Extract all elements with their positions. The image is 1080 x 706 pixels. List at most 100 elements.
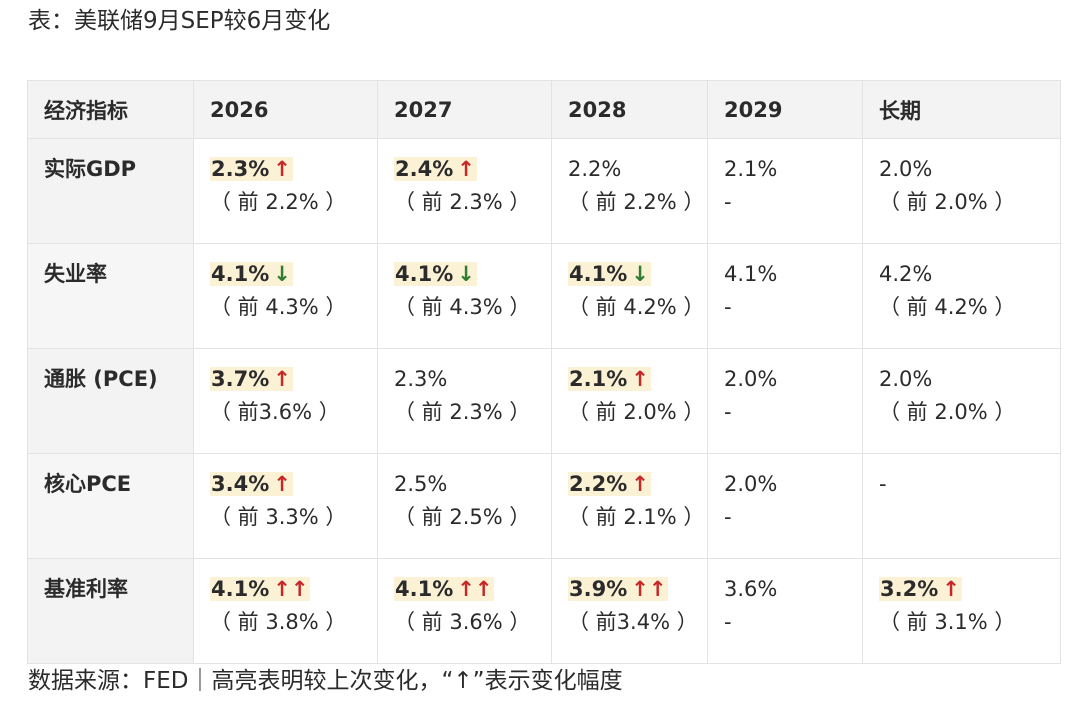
table-cell: 2.3% （ 前 2.3% ） [377,348,552,454]
previous-value: （ 前 3.3% ） [210,505,347,529]
table-cell: 4.1% ↑↑ （ 前 3.8% ） [193,558,378,664]
value: 4.1% [724,262,777,286]
value: - [879,472,887,496]
current-value-line: 3.4% ↑ [210,468,377,501]
cell-value: 3.6% [724,577,778,601]
current-value-line: 3.6% [724,573,862,606]
current-value-line: 4.1% ↓ [394,258,551,291]
value: 4.2% [879,262,932,286]
previous-value: （ 前 3.1% ） [879,610,1016,634]
cell-value: 4.1% [569,262,628,286]
source-note: 数据来源：FED｜高亮表明较上次变化，“↑”表示变化幅度 [28,668,623,694]
cell-value: 3.4% [211,472,270,496]
arrow-down-icon: ↓ [631,262,649,286]
current-value-line: 2.2% [568,153,707,186]
table-row: 核心PCE 3.4% ↑ （ 前 3.3% ） 2.5% （ 前 2.5% ） 2.2% ↑ （… [27,453,1061,559]
previous-value: - [724,400,732,424]
table-cell: 4.1% ↑↑ （ 前 3.6% ） [377,558,552,664]
table-cell: 2.0% （ 前 2.0% ） [862,138,1061,244]
table-cell: 4.1% - [707,243,863,349]
table-cell: 3.6% - [707,558,863,664]
value: 2.2% [568,157,621,181]
cell-value: 4.1% [211,577,270,601]
value: 2.1% [724,157,777,181]
table-cell: 3.2% ↑ （ 前 3.1% ） [862,558,1061,664]
previous-value: - [724,295,732,319]
value: 2.0% [724,472,777,496]
arrow-up-icon: ↑ [273,472,291,496]
table-cell: 2.4% ↑ （ 前 2.3% ） [377,138,552,244]
table-cell: 3.4% ↑ （ 前 3.3% ） [193,453,378,559]
current-value-line: 2.0% [879,153,1060,186]
table-row: 基准利率 4.1% ↑↑ （ 前 3.8% ） 4.1% ↑↑ （ 前 3.6% ） 3.9%… [27,558,1061,664]
highlighted-value: 3.9% ↑↑ [568,577,669,601]
current-value-line: 2.2% ↑ [568,468,707,501]
highlighted-value: 4.1% ↑↑ [210,577,311,601]
current-value-line: 4.1% ↑↑ [394,573,551,606]
cell-value: 2.0% [724,367,778,391]
value: 2.5% [394,472,447,496]
current-value-line: 2.1% [724,153,862,186]
arrow-up-icon: ↑↑ [631,577,667,601]
row-label: 通胀 (PCE) [27,348,194,454]
value: 2.0% [879,157,932,181]
header-indicator: 经济指标 [27,80,194,139]
value: 3.6% [724,577,777,601]
row-label: 核心PCE [27,453,194,559]
current-value-line: 3.7% ↑ [210,363,377,396]
current-value-line: 4.1% [724,258,862,291]
highlighted-value: 3.2% ↑ [879,577,962,601]
highlighted-value: 3.7% ↑ [210,367,293,391]
current-value-line: 3.2% ↑ [879,573,1060,606]
previous-value: - [724,190,732,214]
highlighted-value: 4.1% ↓ [210,262,293,286]
arrow-up-icon: ↑ [457,157,475,181]
row-label: 基准利率 [27,558,194,664]
current-value-line: - [879,468,1060,501]
table-cell: - [862,453,1061,559]
cell-value: - [879,472,887,496]
sep-comparison-table: 经济指标 2026 2027 2028 2029 长期 实际GDP 2.3% ↑ （ … [27,80,1061,664]
current-value-line: 2.0% [879,363,1060,396]
arrow-up-icon: ↑ [273,367,291,391]
table-body: 实际GDP 2.3% ↑ （ 前 2.2% ） 2.4% ↑ （ 前 2.3% ） 2.2% （… [27,138,1061,664]
arrow-up-icon: ↑↑ [457,577,493,601]
cell-value: 2.2% [568,157,622,181]
arrow-up-icon: ↑↑ [273,577,309,601]
cell-value: 4.1% [395,577,454,601]
header-2026: 2026 [193,80,378,139]
header-long-term: 长期 [862,80,1061,139]
cell-value: 2.0% [724,472,778,496]
highlighted-value: 4.1% ↓ [394,262,477,286]
highlighted-value: 4.1% ↑↑ [394,577,495,601]
previous-value: （ 前 4.2% ） [879,295,1016,319]
arrow-down-icon: ↓ [273,262,291,286]
previous-value: （ 前 2.2% ） [210,190,347,214]
cell-value: 2.1% [569,367,628,391]
table-cell: 4.1% ↓ （ 前 4.3% ） [377,243,552,349]
table-cell: 4.1% ↓ （ 前 4.2% ） [551,243,708,349]
previous-value: （ 前3.6% ） [210,400,340,424]
current-value-line: 4.2% [879,258,1060,291]
previous-value: （ 前 2.5% ） [394,505,531,529]
current-value-line: 4.1% ↓ [568,258,707,291]
value: 2.3% [394,367,447,391]
cell-value: 2.3% [211,157,270,181]
table-row: 失业率 4.1% ↓ （ 前 4.3% ） 4.1% ↓ （ 前 4.3% ） 4.1% ↓ （ … [27,243,1061,349]
table-cell: 2.5% （ 前 2.5% ） [377,453,552,559]
table-row: 实际GDP 2.3% ↑ （ 前 2.2% ） 2.4% ↑ （ 前 2.3% ） 2.2% （… [27,138,1061,244]
highlighted-value: 3.4% ↑ [210,472,293,496]
previous-value: （ 前 3.8% ） [210,610,347,634]
cell-value: 2.2% [569,472,628,496]
current-value-line: 2.0% [724,363,862,396]
table-cell: 3.7% ↑ （ 前3.6% ） [193,348,378,454]
previous-value: （ 前 4.3% ） [210,295,347,319]
previous-value: （ 前 2.1% ） [568,505,705,529]
table-cell: 2.2% （ 前 2.2% ） [551,138,708,244]
cell-value: 2.4% [395,157,454,181]
header-2027: 2027 [377,80,552,139]
table-cell: 2.0% - [707,453,863,559]
value: 2.0% [879,367,932,391]
arrow-up-icon: ↑ [273,157,291,181]
previous-value: （ 前 2.3% ） [394,400,531,424]
